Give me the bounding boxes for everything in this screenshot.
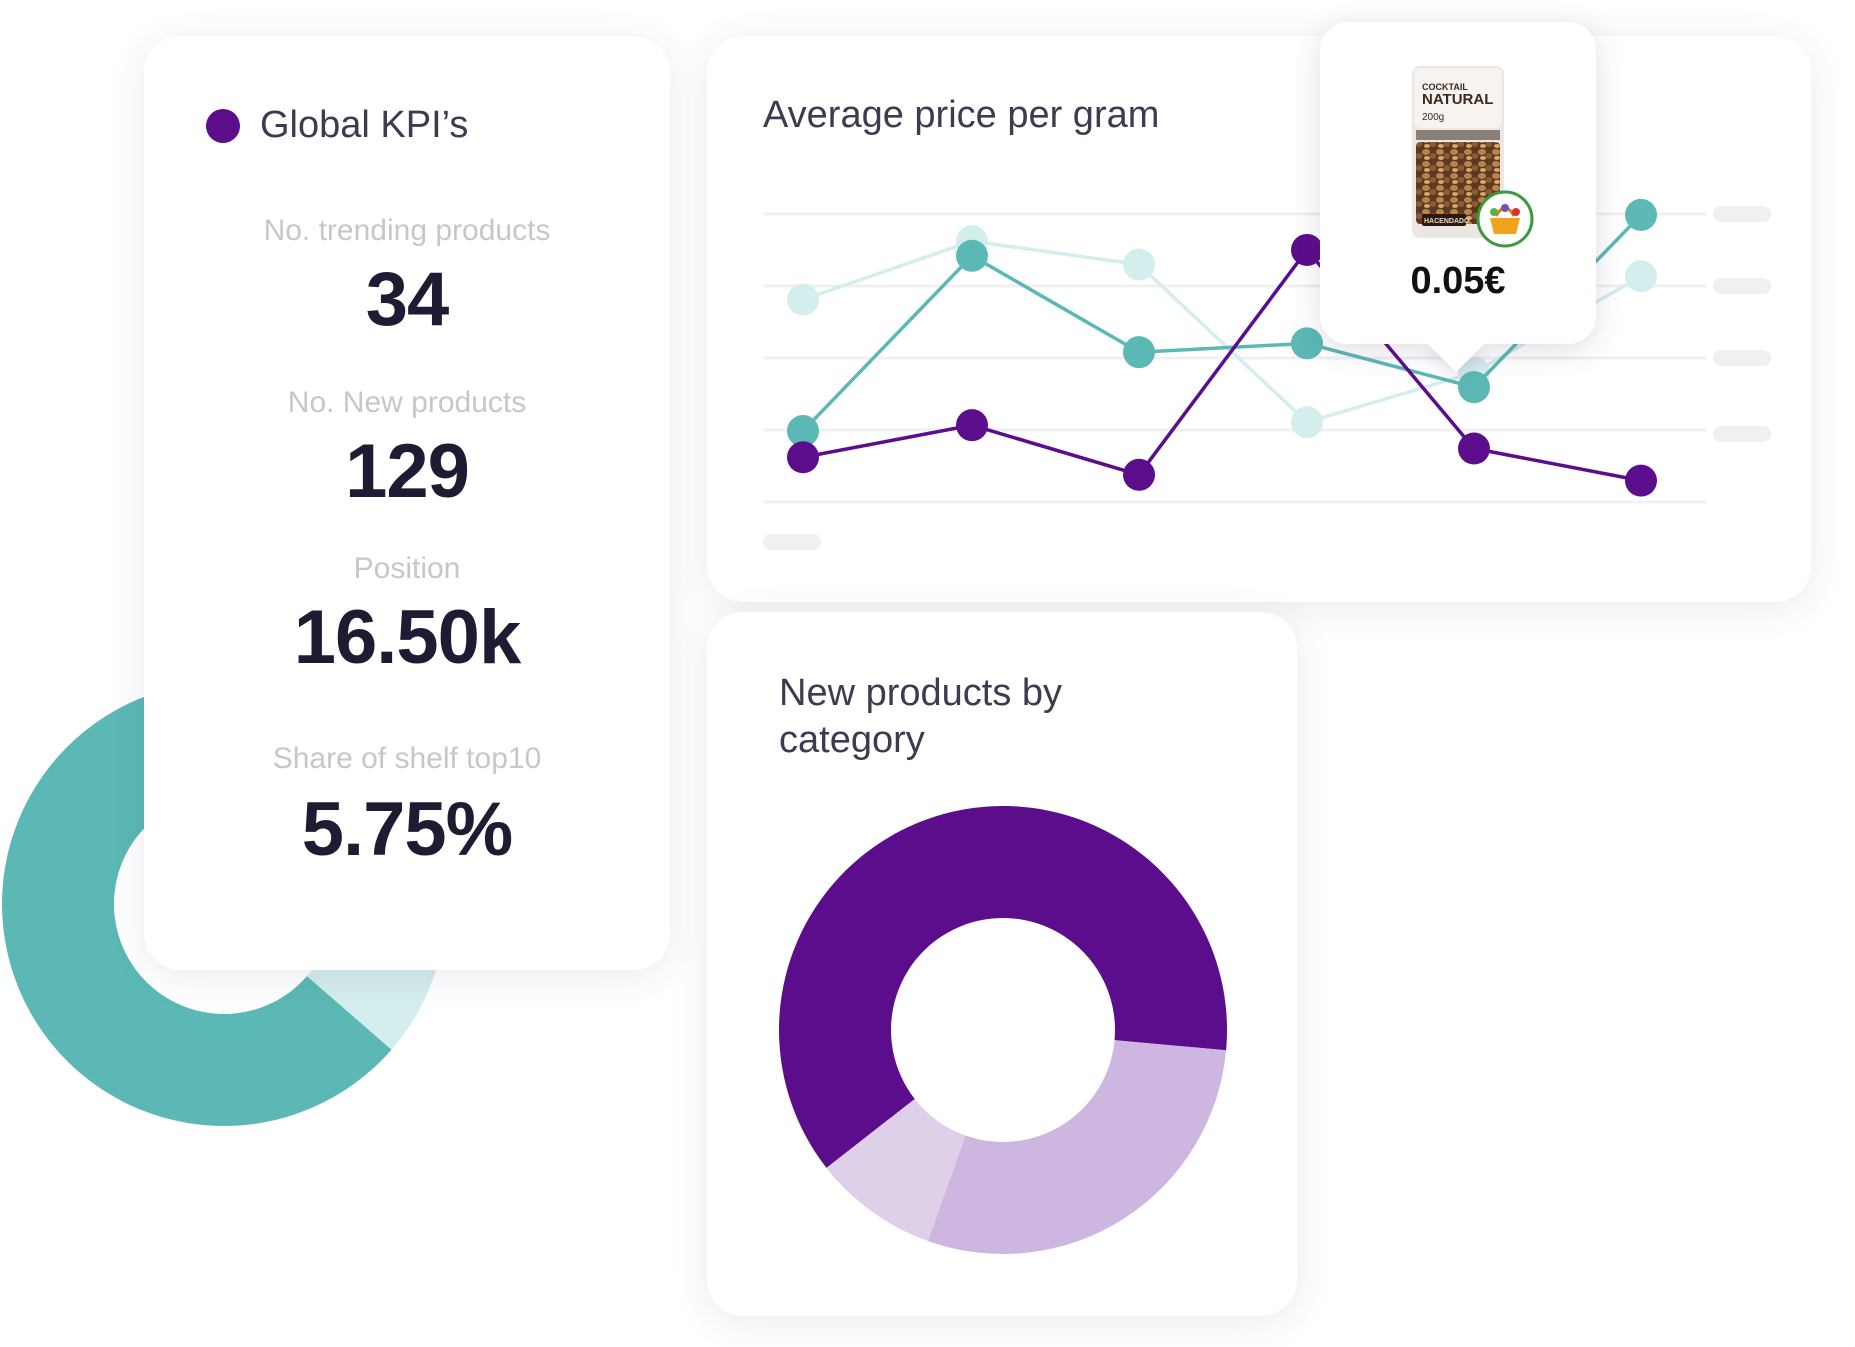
y-tick-placeholder [1713, 206, 1771, 222]
data-point[interactable] [956, 239, 988, 272]
kpi-legend-dot [206, 108, 240, 143]
y-tick-placeholder [1713, 426, 1771, 442]
series-line [802, 247, 1642, 483]
data-point[interactable] [1291, 233, 1323, 266]
tooltip-body: COCKTAIL NATURAL 200g HACENDADO 0.05€ [1320, 22, 1596, 344]
y-tick-placeholder [1713, 350, 1771, 366]
data-point[interactable] [787, 283, 819, 316]
donut-slice-2[interactable] [927, 1040, 1227, 1254]
data-point[interactable] [1291, 406, 1323, 439]
donut-slice-1[interactable] [779, 806, 1227, 1168]
product-tooltip: COCKTAIL NATURAL 200g HACENDADO 0.05€ [1320, 22, 1596, 373]
line-chart [763, 198, 1771, 550]
kpi-value-position: 16.50k [293, 595, 521, 680]
donut-chart-title: New products by category [779, 672, 1063, 761]
data-point[interactable] [1123, 248, 1155, 281]
kpi-label-trending: No. trending products [263, 214, 551, 247]
data-point[interactable] [787, 441, 819, 474]
kpi-card: Global KPI’s No. trending products 34 No… [144, 36, 670, 970]
product-weight-text: 200g [1422, 112, 1444, 123]
data-point[interactable] [956, 409, 988, 442]
line-chart-card: Average price per gram [707, 36, 1811, 602]
series-teal [787, 198, 1657, 447]
y-tick-placeholder [1713, 278, 1771, 294]
data-point[interactable] [1625, 260, 1657, 293]
kpi-value-share-of-shelf: 5.75% [301, 787, 514, 872]
donut-slice-3[interactable] [826, 1098, 966, 1242]
line-chart-title: Average price per gram [763, 94, 1160, 136]
kpi-label-position: Position [353, 552, 461, 585]
data-point[interactable] [1291, 327, 1323, 360]
tooltip-price: 0.05€ [1410, 260, 1506, 302]
x-tick-placeholder [763, 534, 821, 550]
store-logo-icon [1476, 190, 1534, 248]
donut-chart-card: New products by category [707, 612, 1297, 1316]
data-point[interactable] [1458, 371, 1490, 404]
data-point[interactable] [1625, 198, 1657, 231]
kpi-value-new-products: 129 [345, 429, 470, 514]
kpi-label-share-of-shelf: Share of shelf top10 [272, 742, 542, 775]
data-point[interactable] [1123, 458, 1155, 491]
kpi-value-trending: 34 [365, 257, 450, 342]
kpi-label-new-products: No. New products [287, 386, 527, 419]
data-point[interactable] [787, 415, 819, 447]
series-purple [787, 233, 1657, 497]
product-name-text: NATURAL [1422, 91, 1493, 108]
data-point[interactable] [1458, 432, 1490, 465]
series-line [801, 213, 1643, 433]
kpi-title: Global KPI’s [260, 104, 469, 146]
product-package-image: COCKTAIL NATURAL 200g HACENDADO [1412, 66, 1504, 238]
donut-chart [779, 806, 1227, 1254]
kpi-header: Global KPI’s [206, 104, 468, 147]
product-maker-text: HACENDADO [1424, 218, 1470, 225]
data-point[interactable] [1123, 336, 1155, 369]
data-point[interactable] [1625, 464, 1657, 497]
product-brand-text: COCKTAIL [1422, 82, 1468, 92]
